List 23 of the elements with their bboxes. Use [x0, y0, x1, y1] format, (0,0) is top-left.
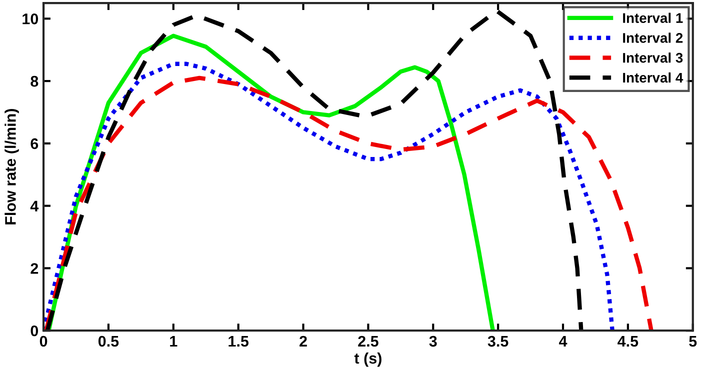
x-axis-title: t (s)	[354, 352, 382, 367]
x-tick-label: 2	[300, 336, 307, 347]
x-tick-label: 1	[170, 336, 178, 347]
y-tick-label: 0	[30, 325, 38, 336]
y-tick-label: 4	[30, 200, 39, 212]
y-tick-label: 10	[22, 14, 38, 24]
x-tick-label: 5	[689, 336, 697, 347]
y-tick-label: 2	[30, 263, 38, 274]
x-tick-label: 2.5	[358, 336, 378, 347]
x-tick-label: 4.5	[618, 336, 638, 347]
x-tick-label: 3	[429, 336, 437, 347]
legend-label: Interval 3	[623, 52, 683, 63]
y-axis-title: Flow rate (l/min)	[4, 109, 19, 224]
y-tick-label: 6	[30, 138, 38, 150]
x-tick-label: 3.5	[488, 336, 508, 347]
legend-label: Interval 1	[623, 12, 683, 23]
x-tick-label: 0.5	[98, 336, 119, 347]
x-tick-label: 1.5	[228, 336, 249, 347]
y-tick-label: 8	[30, 76, 38, 87]
x-tick-label: 0	[40, 336, 48, 347]
legend-label: Interval 2	[623, 32, 683, 43]
x-tick-label: 4	[558, 336, 568, 347]
legend-label: Interval 4	[623, 72, 684, 83]
